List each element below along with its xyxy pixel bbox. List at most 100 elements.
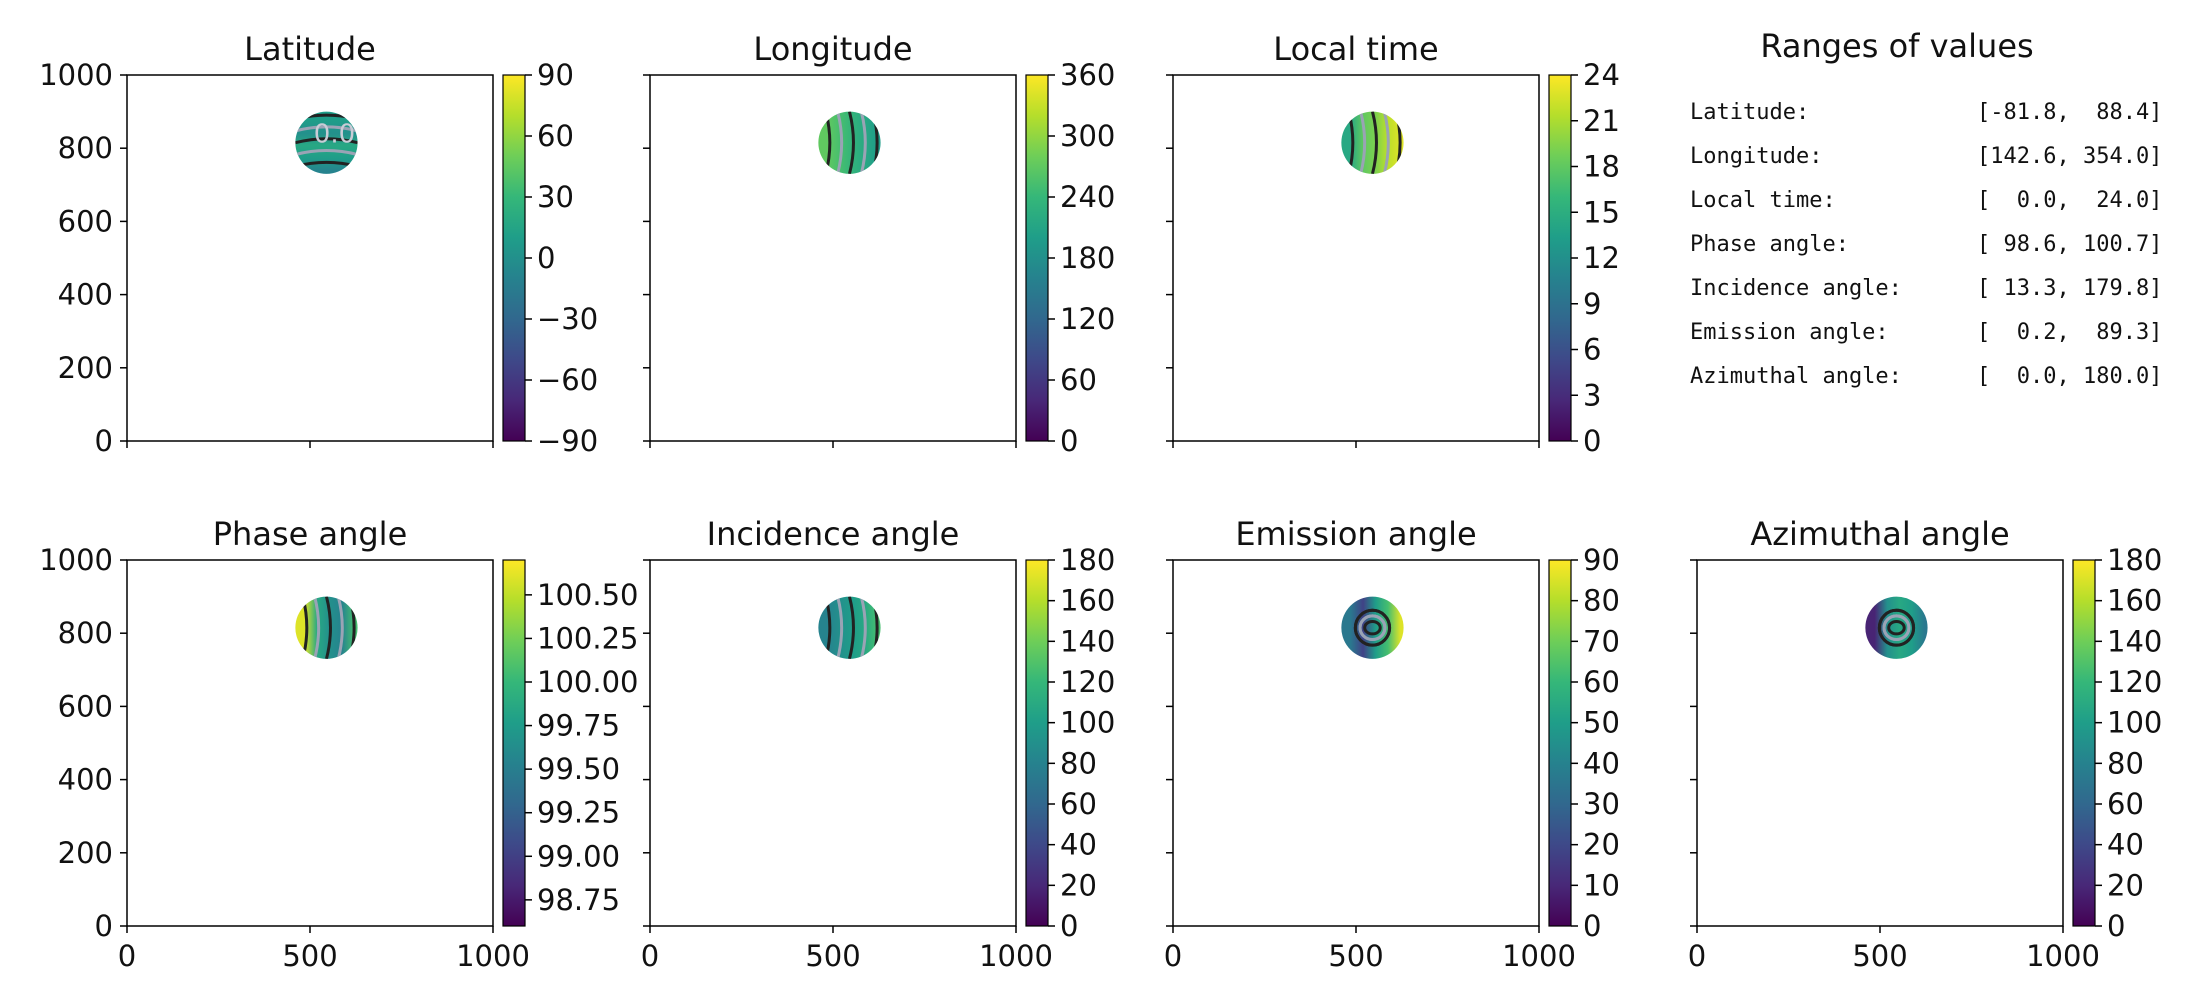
range-row-incidence-angle: Incidence angle: [ 13.3, 179.8] [1690,276,2190,320]
x-tick-label: 500 [1328,939,1383,973]
colorbar-tick-label: 360 [1060,58,1115,92]
range-value: [ 98.6, 100.7] [1977,232,2163,257]
contour-line [836,596,844,659]
x-tick-label: 1000 [2026,939,2100,973]
colorbar-tick-label: 100 [2107,706,2162,740]
range-value: [ 0.2, 89.3] [1977,320,2163,345]
panel-title: Longitude [753,30,912,68]
colorbar-tick-label: 0 [1583,909,1601,943]
contour-line [848,596,855,659]
colorbar-tick-label: 300 [1060,119,1115,153]
x-tick-label: 1000 [456,939,530,973]
colorbar-tick-label: 100.00 [537,665,638,699]
colorbar-tick-label: 80 [2107,746,2144,780]
contour-line [848,111,855,174]
contour-line [1887,619,1906,636]
x-tick-label: 1000 [979,939,1053,973]
colorbar-tick-label: −30 [537,302,598,336]
colorbar-tick-label: 120 [1060,302,1115,336]
panel-latitude: Latitude 0.0 0 200 400 600 800 1000 −90 −60 −30 0 30… [39,30,598,458]
planet-disk [1865,596,1928,659]
contour-line [295,125,358,133]
colorbar-tick-label: 20 [1583,828,1620,862]
colorbar-tick-label: 18 [1583,150,1620,184]
colorbar-tick-label: 60 [2107,787,2144,821]
colorbar-tick-label: 180 [1060,241,1115,275]
contour-line [1359,111,1367,174]
colorbar [502,74,526,442]
panel-title: Phase angle [213,515,408,553]
panel-title: Emission angle [1235,515,1476,553]
contour-line [1358,614,1387,642]
x-tick-label: 500 [282,939,337,973]
colorbar-tick-label: 24 [1583,58,1620,92]
colorbar-tick-label: 90 [1583,543,1620,577]
colorbar-tick-label: −60 [537,363,598,397]
range-label: Latitude: [1690,100,1810,125]
colorbar-tick-label: 99.50 [537,752,620,786]
colorbar-tick-label: 10 [1583,868,1620,902]
range-value: [ 13.3, 179.8] [1977,276,2163,301]
panel-local-time: Local time 0 3 6 9 12 15 18 21 24 [1166,30,1620,458]
contour-line [1363,619,1382,636]
colorbar-tick-label: 50 [1583,706,1620,740]
colorbar-tick-label: 6 [1583,333,1601,367]
colorbar [1548,559,1572,927]
colorbar-tick-label: 140 [1060,624,1115,658]
colorbar-tick-label: 80 [1583,584,1620,618]
y-tick-label: 400 [58,763,113,797]
x-tick-label: 500 [1852,939,1907,973]
colorbar-tick-label: 80 [1060,746,1097,780]
range-row-azimuthal-angle: Azimuthal angle: [ 0.0, 180.0] [1690,364,2190,408]
range-label: Emission angle: [1690,320,1889,345]
colorbar-tick-label: 0 [1060,909,1078,943]
contour-line [859,596,867,659]
y-tick-label: 400 [58,278,113,312]
y-tick-label: 1000 [39,543,113,577]
colorbar-tick-label: 120 [1060,665,1115,699]
colorbar-tick-label: 60 [537,119,574,153]
colorbar-tick-label: 0 [1060,424,1078,458]
colorbar-tick-label: 12 [1583,241,1620,275]
contour-line [1353,608,1392,647]
panel-longitude: Longitude 0 60 120 180 240 300 360 [643,30,1115,458]
range-row-latitude: Latitude: [-81.8, 88.4] [1690,100,2190,144]
colorbar [2072,559,2096,927]
range-label: Azimuthal angle: [1690,364,1902,389]
colorbar-tick-label: 100 [1060,706,1115,740]
ranges-title: Ranges of values [1760,27,2033,65]
contour-line [836,111,844,174]
panel-title: Azimuthal angle [1750,515,2009,553]
colorbar-tick-label: 30 [1583,787,1620,821]
range-value: [ 0.0, 24.0] [1977,188,2163,213]
colorbar-tick-label: −90 [537,424,598,458]
panel-title: Incidence angle [707,515,960,553]
range-value: [142.6, 354.0] [1977,144,2163,169]
colorbar [502,559,526,927]
contour-line [336,596,344,659]
y-tick-label: 200 [58,351,113,385]
colorbar-tick-label: 21 [1583,104,1620,138]
colorbar-tick-label: 0 [2107,909,2125,943]
colorbar-tick-label: 15 [1583,195,1620,229]
colorbar-tick-label: 140 [2107,624,2162,658]
contour-line [325,596,332,659]
ranges-panel: Latitude: [-81.8, 88.4] Longitude: [142.6,… [1690,100,2190,408]
colorbar-tick-label: 60 [1060,363,1097,397]
contour-lines [1877,608,1916,647]
colorbar-tick-label: 20 [2107,868,2144,902]
colorbar-tick-label: 180 [2107,543,2162,577]
colorbar-tick-label: 90 [537,58,574,92]
x-tick-label: 500 [805,939,860,973]
colorbar [1025,74,1049,442]
contour-line [295,137,358,145]
x-tick-label: 0 [1688,939,1706,973]
y-tick-label: 200 [58,836,113,870]
panel-title: Latitude [244,30,376,68]
colorbar-tick-label: 3 [1583,378,1601,412]
